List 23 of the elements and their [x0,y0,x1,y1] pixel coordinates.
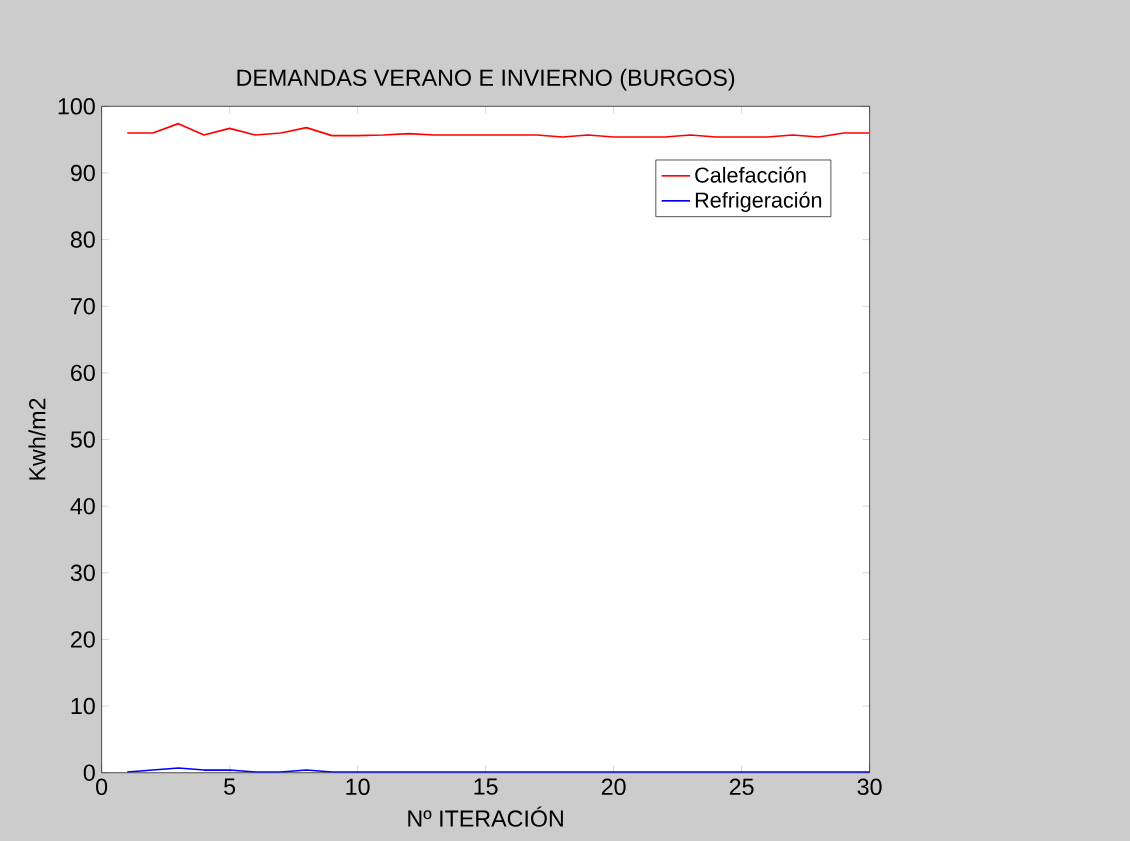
y-tick-label: 100 [58,97,95,115]
x-tick-label: 10 [346,778,370,795]
x-tick-label: 15 [474,778,498,795]
y-tick-label: 50 [70,431,95,448]
x-tick-label: 0 [96,778,108,795]
y-tick-label: 10 [71,697,95,715]
x-tick-label: 30 [857,778,882,795]
y-axis-title: Kwh/m2 [28,398,46,480]
legend-label: Refrigeración [695,191,822,212]
legend-label: Calefacción [695,166,806,183]
y-tick-label: 90 [70,164,95,182]
y-tick-label: 30 [70,564,95,581]
y-tick-label: 60 [71,364,95,382]
y-tick-label: 80 [70,231,95,248]
y-tick-label: 0 [83,764,95,781]
y-tick-label: 40 [70,497,95,515]
x-tick-label: 20 [601,778,626,795]
y-tick-label: 70 [71,297,95,315]
x-tick-label: 5 [224,778,236,795]
x-tick-label: 25 [729,778,754,795]
x-axis-title: Nº ITERACIÓN [408,806,563,827]
y-tick-label: 20 [71,631,95,648]
chart-title: DEMANDAS VERANO E INVIERNO (BURGOS) [237,68,735,91]
